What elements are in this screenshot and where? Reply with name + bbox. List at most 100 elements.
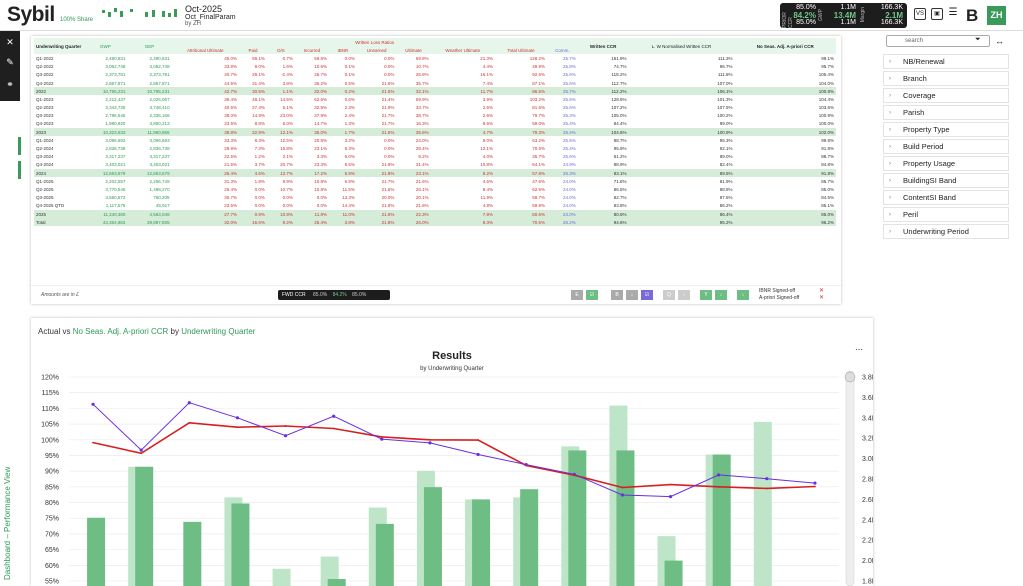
more-options-icon[interactable]: ⋯ [855, 345, 863, 354]
col-header-paid[interactable]: Paid [248, 47, 258, 53]
y-right-tick-label: 3.4M [862, 415, 873, 422]
filter-icon[interactable]: ⏷ [975, 36, 981, 43]
toolbar-btn-b[interactable]: B [611, 290, 623, 300]
table-row[interactable]: Q1-2025 2,202,557 2,256,749 31.3% 1.8% 8.9% 10… [34, 177, 836, 185]
filter-facet[interactable]: › Coverage [883, 88, 1009, 103]
filter-facet[interactable]: › Branch [883, 71, 1009, 86]
filter-facet[interactable]: › Property Type [883, 122, 1009, 137]
table-row[interactable]: Q4-2022 2,867,871 2,867,871 44.5% 31.4% 3.8% 3… [34, 79, 836, 87]
filter-search-input[interactable]: search [886, 35, 990, 47]
table-row[interactable]: Q3-2024 3,317,237 3,317,237 22.5% 1.2% 2.1% 3.… [34, 153, 836, 161]
toolbar-btn-down2[interactable]: ↓ [678, 290, 690, 300]
col-header-unearned[interactable]: Unearned [366, 47, 387, 53]
filter-facet[interactable]: › Parish [883, 105, 1009, 120]
filter-facet[interactable]: › Build Period [883, 139, 1009, 154]
table-row[interactable]: Q4-2024 3,403,021 3,403,021 21.5% 3.7% 20.7% 2… [34, 161, 836, 169]
table-row[interactable]: Q3-2023 2,786,546 2,336,166 38.0% 14.9% 23.0%… [34, 112, 836, 120]
chart-title: Results [432, 350, 472, 362]
col-header-total-ultimate[interactable]: Total Ultimate [507, 47, 535, 53]
table-cell: 0.0% [254, 195, 265, 201]
table-row[interactable]: Q2-2025 3,770,545 1,498,270 25.4% 0.0% 10.7% 1… [34, 185, 836, 193]
filter-facet[interactable]: › NB/Renewal [883, 54, 1009, 69]
table-cell: 8.9% [282, 178, 293, 184]
col-header-normalised-ccr[interactable]: L. W Normalised Written CCR [651, 43, 712, 49]
table-cell: 2,836,738 [105, 146, 126, 152]
y-right-tick-label: 2.2M [862, 538, 873, 545]
table-row[interactable]: Q2-2023 3,343,735 3,748,410 40.5% 27.4% 5.1% 3… [34, 104, 836, 112]
toolbar-btn-q[interactable]: Q [663, 290, 675, 300]
total-row[interactable]: Total 44,364,863 39,887,805 32.0% 16.6% 9.2% 2… [34, 218, 836, 227]
rail-tab-2[interactable] [18, 161, 21, 179]
table-cell: 15.8% [280, 146, 293, 152]
table-row[interactable]: Q3-2022 2,373,781 2,373,781 40.7% 29.1% -2.4%… [34, 71, 836, 79]
facet-label: Peril [903, 210, 919, 219]
table-row[interactable]: Q4-2025 QTD 1,117,575 45,917 23.5% 0.0% 0.0% 0… [34, 202, 836, 210]
table-row[interactable]: Q2-2024 2,836,738 2,836,738 29.9% 7.3% 15.8% 2… [34, 144, 836, 152]
y-right-tick-label: 3.6M [862, 395, 873, 402]
list-icon[interactable]: ☰ [948, 7, 958, 18]
toolbar-btn-check2[interactable]: ☑ [641, 290, 653, 300]
table-row[interactable]: Q2-2022 3,062,748 3,062,748 33.8% 9.0% 1.6% 10… [34, 63, 836, 71]
col-header-ultimate[interactable]: Ultimate [405, 47, 422, 53]
compare-icon[interactable]: VS [914, 8, 926, 20]
filter-facet[interactable]: › Property Usage [883, 156, 1009, 171]
col-header-apriori-ccr[interactable]: No Seas. Adj. A-priori CCR [756, 43, 814, 49]
col-header-weather[interactable]: Weather Ultimate [445, 47, 481, 53]
table-row[interactable]: Q1-2022 2,490,831 2,490,831 45.0% 59.1% 0.7% 5… [34, 54, 836, 62]
toolbar-btn-down4[interactable]: ↓ [737, 290, 749, 300]
table-row[interactable]: Q4-2023 1,980,920 3,850,213 33.5% 8.8% 6.0% 14… [34, 120, 836, 128]
avatar[interactable]: ZH [987, 6, 1006, 25]
subtotal-row[interactable]: 2024 12,653,679 12,653,679 26.4% 4.6% 12.7% 17… [34, 169, 836, 178]
col-header-gwp[interactable]: GWP [99, 43, 111, 49]
col-header-os[interactable]: O/S [276, 47, 285, 53]
col-header-written-ccr[interactable]: Written CCR [589, 43, 617, 49]
subtotal-row[interactable]: 2023 10,323,633 11,960,856 38.8% 22.9% 12.1% 3… [34, 128, 836, 137]
table-cell: 95.3% [719, 137, 733, 143]
bold-b-icon[interactable]: B [966, 6, 979, 25]
chevron-right-icon: › [889, 161, 891, 167]
col-header-incurred[interactable]: Incurred [303, 47, 321, 53]
toolbar-btn-e[interactable]: E [571, 290, 583, 300]
table-cell: 128.2% [529, 55, 546, 61]
filter-facet[interactable]: › Underwriting Period [883, 224, 1009, 239]
toolbar-btn-check1[interactable]: ☑ [586, 290, 598, 300]
col-header-gep[interactable]: GEP [144, 43, 155, 49]
table-cell: 83.8% [613, 203, 627, 209]
subtotal-row[interactable]: 2025 11,240,360 4,563,048 27.7% 0.9% 10.8% 11.… [34, 209, 836, 219]
table-cell: 2,490,831 [105, 55, 126, 61]
table-cell: 59.0% [532, 121, 546, 127]
table-cell: 86.4% [628, 209, 735, 219]
table-row[interactable]: Q3-2025 3,550,672 760,205 30.7% 0.0% 0.0% 0.0%… [34, 194, 836, 202]
filter-facet[interactable]: › BuildingSI Band [883, 173, 1009, 188]
table-row[interactable]: Q1-2024 3,096,693 3,096,693 33.3% 8.3% 12.5% 2… [34, 136, 836, 144]
col-header-comm[interactable]: Comm. [555, 47, 570, 53]
written-loss-ratios-header: Written Loss Ratios [355, 39, 395, 45]
table-cell: 25.5% [563, 137, 576, 143]
chevron-right-icon: › [889, 229, 891, 235]
col-header-quarter[interactable]: Underwriting Quarter [36, 43, 82, 49]
close-icon[interactable]: ✕ [6, 37, 14, 47]
table-cell: 4.6% [482, 178, 493, 184]
col-header-ibnr[interactable]: IBNR [337, 47, 349, 53]
col-header-attritional[interactable]: Attritional Ultimate [187, 47, 224, 53]
rail-tab-1[interactable] [18, 137, 21, 155]
export-icon[interactable]: ▣ [931, 8, 943, 20]
toolbar-btn-down1[interactable]: ↓ [626, 290, 638, 300]
link-icon[interactable]: ⚭ [6, 79, 14, 89]
filter-facet[interactable]: › Peril [883, 207, 1009, 222]
project-info[interactable]: Oct-2025 Oct_FinalParam by ZH [185, 4, 236, 27]
table-cell: 5.9% [328, 169, 357, 178]
table-cell: 86.2% [719, 203, 733, 209]
toolbar-btn-y[interactable]: Y [700, 290, 712, 300]
table-row[interactable]: Q1-2023 2,212,437 2,026,067 39.4% 48.1% 14.5%… [34, 95, 836, 103]
pen-icon[interactable]: ✎ [6, 57, 14, 67]
subtotal-row[interactable]: 2022 10,795,231 10,795,231 42.7% 30.5% 1.1% 32… [34, 87, 836, 96]
table-cell: 12,653,679 [127, 169, 172, 178]
table-cell: 1,117,575 [105, 203, 126, 209]
toolbar-btn-down3[interactable]: ↓ [715, 290, 727, 300]
filter-facet[interactable]: › ContentSI Band [883, 190, 1009, 205]
table-cell: 25.6% [563, 105, 576, 111]
expand-icon[interactable]: ↔ [995, 36, 1004, 46]
y-right-tick-label: 2.0M [862, 558, 873, 565]
app-logo[interactable]: Sybil [7, 3, 55, 26]
